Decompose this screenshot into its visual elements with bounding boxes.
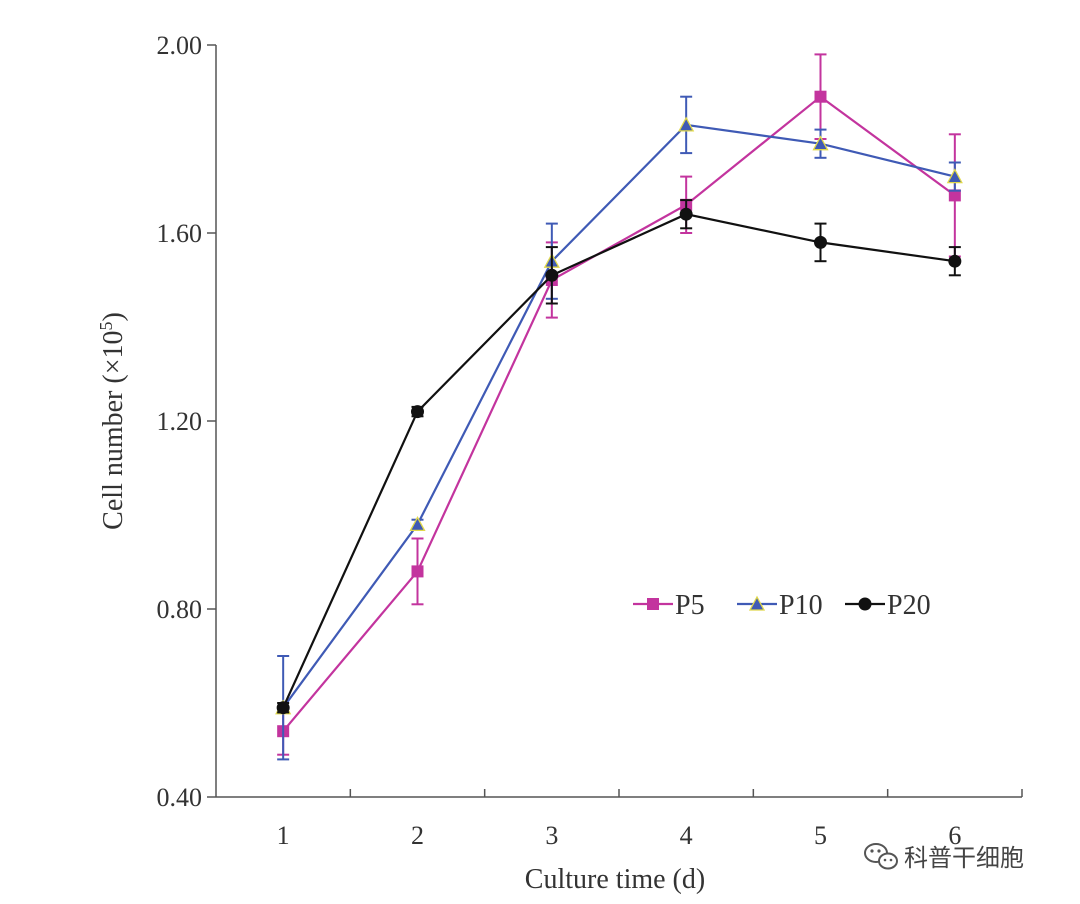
series-line [282, 213, 955, 709]
legend-item-p5: P5 [633, 590, 705, 621]
legend-label: P10 [779, 590, 823, 621]
legend-swatch-marker [647, 598, 659, 610]
data-point [409, 516, 426, 532]
y-ticks: 0.40 0.80 1.20 1.60 2.00 [157, 31, 216, 812]
y-tick-label: 0.40 [157, 783, 203, 812]
series-line [282, 123, 956, 709]
y-axis-label-main: Cell number (×10 [98, 331, 129, 530]
wechat-icon [864, 843, 898, 870]
x-axis-label: Culture time (d) [525, 864, 705, 895]
data-point [411, 405, 424, 419]
data-point [948, 254, 962, 268]
legend-label: P5 [675, 590, 705, 621]
y-tick-label: 1.20 [157, 407, 203, 436]
legend-item-p20: P20 [845, 590, 931, 621]
data-point [679, 207, 693, 221]
y-tick-label: 1.60 [157, 219, 203, 248]
y-tick-label: 0.80 [157, 595, 203, 624]
data-point [812, 135, 829, 151]
x-tick-label: 3 [545, 821, 558, 850]
watermark-text: 科普干细胞 [904, 844, 1024, 872]
x-tick-label: 6 [948, 821, 961, 850]
series-line [282, 95, 956, 732]
axes [215, 45, 1022, 798]
series-p20 [276, 199, 962, 715]
x-tick-label: 2 [411, 821, 424, 850]
series-p10 [275, 95, 963, 761]
data-point [814, 90, 827, 103]
y-axis-label-superscript: 5 [96, 322, 116, 331]
legend-label: P20 [887, 590, 931, 621]
data-point [545, 268, 559, 282]
x-tick-label: 4 [680, 821, 693, 850]
data-point [948, 189, 961, 202]
legend-swatch-marker [858, 597, 872, 611]
legend-swatch-marker [748, 595, 766, 611]
series-p5 [277, 53, 961, 756]
data-point [946, 168, 963, 184]
data-point [411, 565, 424, 578]
data-point [678, 116, 695, 132]
data-point [814, 235, 827, 249]
y-tick-label: 2.00 [157, 31, 203, 60]
series-layer [275, 53, 963, 761]
x-ticks: 1 2 3 4 5 6 [277, 789, 1023, 850]
y-axis-label: Cell number (×105) [96, 312, 129, 530]
data-point [276, 701, 290, 715]
x-tick-label: 1 [277, 821, 290, 850]
legend-item-p10: P10 [737, 590, 823, 621]
x-tick-label: 5 [814, 821, 827, 850]
legend: P5 P10 P20 [633, 590, 931, 621]
y-axis-label-end: ) [98, 312, 129, 321]
watermark: 科普干细胞 [864, 843, 1024, 872]
